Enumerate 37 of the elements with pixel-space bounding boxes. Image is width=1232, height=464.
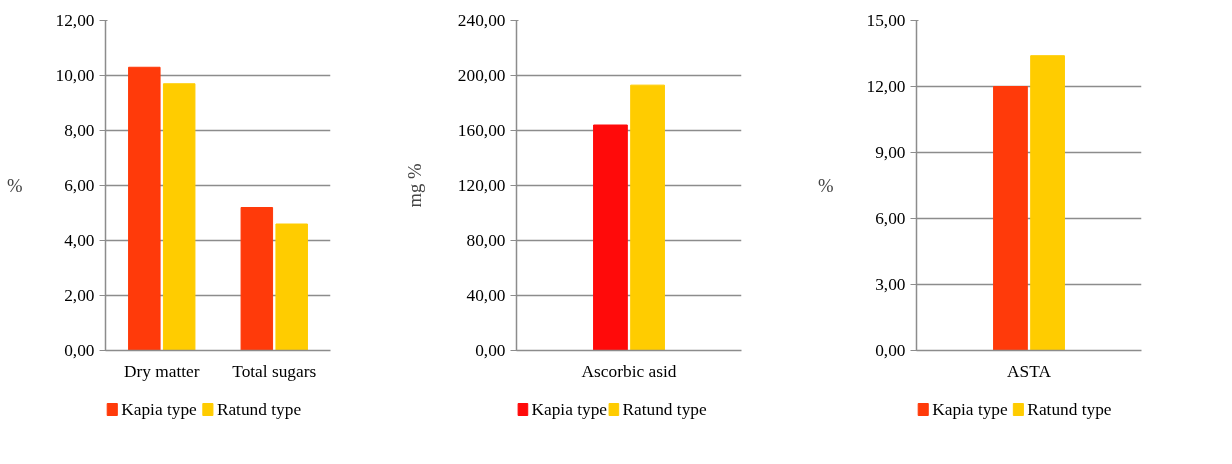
y-tick-label: 200,00 bbox=[457, 66, 506, 85]
y-tick-label: 3,00 bbox=[875, 275, 906, 294]
y-tick-label: 240,00 bbox=[457, 11, 506, 30]
legend-label: Kapia type bbox=[932, 400, 1009, 419]
y-axis-title: % bbox=[6, 175, 23, 196]
y-tick-label: 10,00 bbox=[55, 66, 95, 85]
y-tick-label: 2,00 bbox=[64, 286, 95, 305]
y-tick-label: 8,00 bbox=[64, 121, 95, 140]
x-tick-label: Dry matter bbox=[123, 361, 200, 381]
y-tick-label: 120,00 bbox=[457, 176, 506, 195]
bar bbox=[275, 223, 308, 351]
legend-label: Ratund type bbox=[216, 400, 302, 419]
y-tick-label: 80,00 bbox=[466, 231, 506, 250]
y-tick-label: 0,00 bbox=[64, 341, 95, 360]
y-axis-title: % bbox=[817, 175, 834, 196]
x-tick-label: Ascorbic asid bbox=[581, 361, 677, 381]
legend-label: Kapia type bbox=[531, 400, 608, 419]
x-tick-label: ASTA bbox=[1007, 361, 1052, 381]
bar bbox=[128, 66, 161, 351]
y-tick-label: 9,00 bbox=[875, 143, 906, 162]
y-tick-label: 12,00 bbox=[866, 77, 906, 96]
legend-label: Ratund type bbox=[1027, 400, 1112, 419]
y-tick-label: 0,00 bbox=[875, 341, 906, 360]
y-tick-label: 6,00 bbox=[64, 176, 95, 195]
y-tick-label: 160,00 bbox=[457, 121, 506, 140]
y-tick-label: 4,00 bbox=[64, 231, 95, 250]
y-tick-label: 6,00 bbox=[875, 209, 906, 228]
legend-label: Kapia type bbox=[121, 400, 198, 419]
y-tick-label: 15,00 bbox=[866, 11, 906, 30]
y-tick-label: 40,00 bbox=[466, 286, 506, 305]
bar bbox=[162, 83, 196, 351]
legend-label: Ratund type bbox=[622, 400, 707, 419]
x-tick-label: Total sugars bbox=[232, 361, 317, 381]
y-tick-label: 12,00 bbox=[55, 11, 95, 30]
y-tick-label: 0,00 bbox=[475, 341, 506, 360]
bar bbox=[240, 207, 274, 351]
y-axis-title: mg % bbox=[403, 163, 425, 208]
